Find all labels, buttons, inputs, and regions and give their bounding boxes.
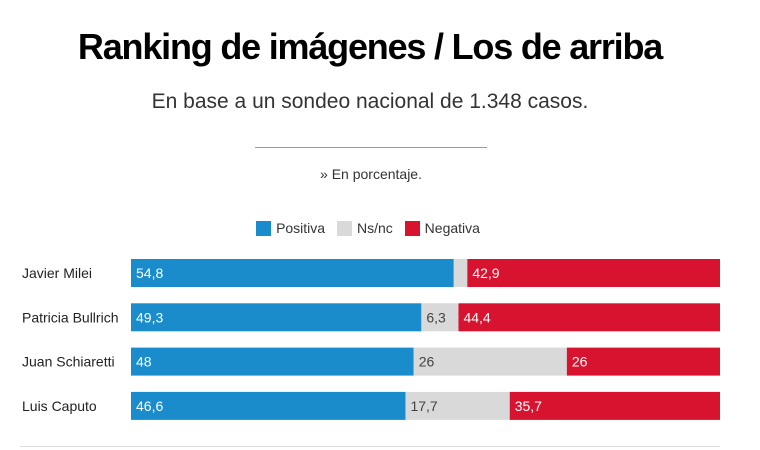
bar-negativa-luis-caputo xyxy=(509,391,720,420)
legend: Positiva Ns/nc Negativa xyxy=(0,220,736,239)
chart-subtitle: En base a un sondeo nacional de 1.348 ca… xyxy=(151,90,589,113)
bar-negativa-javier-milei xyxy=(467,259,720,287)
legend-swatch-positiva xyxy=(256,220,272,236)
bar-ns-nc-luis-caputo xyxy=(405,391,510,420)
data-label-positiva-patricia-bullrich: 49,3 xyxy=(136,309,163,325)
data-label-positiva-luis-caputo: 46,6 xyxy=(136,398,163,414)
bar-negativa-patricia-bullrich xyxy=(458,303,720,332)
data-label-negativa-patricia-bullrich: 44,4 xyxy=(463,309,490,325)
legend-item-positiva: Positiva xyxy=(256,220,325,236)
legend-item-negativa: Negativa xyxy=(404,220,480,236)
data-label-negativa-javier-milei: 42,9 xyxy=(472,265,499,281)
legend-label-positiva: Positiva xyxy=(276,220,326,236)
data-label-ns-nc-juan-schiaretti: 26 xyxy=(419,354,435,370)
data-label-negativa-luis-caputo: 35,7 xyxy=(515,398,542,414)
data-label-negativa-juan-schiaretti: 26 xyxy=(572,354,588,370)
bar-positiva-patricia-bullrich xyxy=(131,303,422,332)
bar-ns-nc-juan-schiaretti xyxy=(413,347,567,376)
divider xyxy=(255,147,487,148)
legend-label-negativa: Negativa xyxy=(424,220,480,236)
category-label-javier-milei: Javier Milei xyxy=(22,265,92,281)
bar-ns-nc-patricia-bullrich xyxy=(421,303,459,332)
category-label-juan-schiaretti: Juan Schiaretti xyxy=(22,354,115,370)
data-label-positiva-javier-milei: 54,8 xyxy=(136,265,163,281)
unit-note: » En porcentaje. xyxy=(320,166,422,182)
bar-ns-nc-javier-milei xyxy=(453,259,468,287)
bar-negativa-juan-schiaretti xyxy=(566,347,720,376)
legend-swatch-nsnc xyxy=(336,220,352,236)
data-label-ns-nc-luis-caputo: 17,7 xyxy=(410,398,437,414)
data-label-ns-nc-patricia-bullrich: 6,3 xyxy=(426,309,446,325)
bar-positiva-javier-milei xyxy=(131,259,454,287)
bar-positiva-juan-schiaretti xyxy=(131,347,414,376)
category-label-luis-caputo: Luis Caputo xyxy=(22,398,97,414)
category-label-patricia-bullrich: Patricia Bullrich xyxy=(22,309,118,325)
chart-title: Ranking de imágenes / Los de arriba xyxy=(77,26,663,67)
legend-item-nsnc: Ns/nc xyxy=(336,220,393,236)
legend-swatch-negativa xyxy=(404,220,420,236)
bar-positiva-luis-caputo xyxy=(131,391,406,420)
bottom-rule xyxy=(20,446,720,447)
data-label-positiva-juan-schiaretti: 48 xyxy=(136,354,152,370)
legend-label-nsnc: Ns/nc xyxy=(356,220,393,236)
